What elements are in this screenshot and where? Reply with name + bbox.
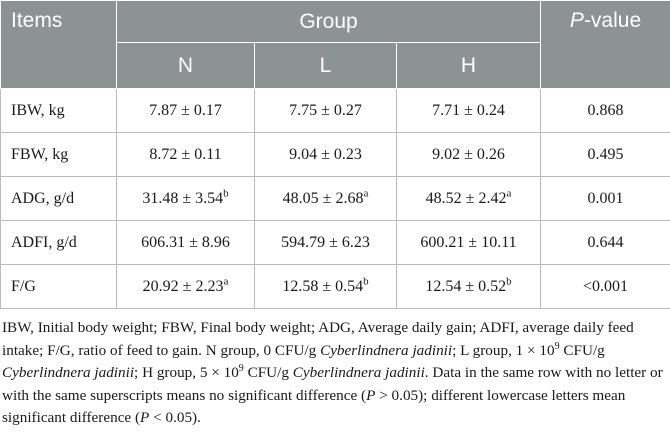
row-label: ADFI, g/d (0, 220, 117, 265)
row-pvalue: 0.868 (540, 88, 670, 133)
cell-superscript: a (223, 275, 229, 288)
row-label: IBW, kg (0, 88, 117, 133)
footnote-p: P (366, 386, 376, 404)
cell-value: 7.75 ± 0.27 (289, 101, 362, 119)
row-label: F/G (0, 264, 117, 309)
cell-value: 20.92 ± 2.23 (142, 277, 224, 295)
footnote-text-5: CFU/g (243, 364, 293, 381)
table-cell: 594.79 ± 6.23 (254, 220, 397, 265)
cell-value: 9.02 ± 0.26 (432, 145, 505, 163)
cell-value: 594.79 ± 6.23 (281, 233, 370, 251)
subheader-row: N L H (1, 42, 670, 89)
footnote-species: Cyberlindnera jadinii (320, 341, 453, 359)
header-pvalue: P-value (540, 0, 670, 89)
table-cell: 8.72 ± 0.11 (116, 132, 255, 177)
table-cell: 606.31 ± 8.96 (116, 220, 255, 265)
cell-superscript: b (223, 187, 229, 200)
row-pvalue: 0.644 (540, 220, 670, 265)
cell-value: 7.71 ± 0.24 (432, 101, 505, 119)
table-row: IBW, kg 7.87 ± 0.17 7.75 ± 0.27 7.71 ± 0.24… (0, 88, 670, 133)
cell-value: 31.48 ± 3.54 (142, 189, 224, 207)
table-cell: 48.05 ± 2.68a (254, 176, 397, 221)
table-cell: 12.54 ± 0.52b (395, 264, 542, 309)
footnote-p: P (140, 409, 150, 426)
header-group-n: N (116, 42, 255, 89)
cell-superscript: b (363, 275, 369, 288)
header-items: Items (0, 0, 117, 89)
table-row: ADG, g/d 31.48 ± 3.54b 48.05 ± 2.68a 48.52 … (0, 176, 670, 221)
footnote-species: Cyberlindnera jadinii (292, 364, 425, 381)
table-body: IBW, kg 7.87 ± 0.17 7.75 ± 0.27 7.71 ± 0.24… (0, 88, 670, 309)
table-cell: 20.92 ± 2.23a (116, 264, 255, 309)
table-cell: 7.87 ± 0.17 (116, 88, 255, 133)
table-cell: 9.02 ± 0.26 (395, 132, 542, 177)
cell-value: 8.72 ± 0.11 (149, 145, 222, 163)
row-label: FBW, kg (0, 132, 117, 177)
footnote-text-2: ; L group, 1 × 10 (452, 341, 555, 359)
table-cell: 12.58 ± 0.54b (254, 264, 397, 309)
cell-superscript: b (506, 275, 512, 288)
cell-value: 7.87 ± 0.17 (149, 101, 222, 119)
table-cell: 31.48 ± 3.54b (116, 176, 255, 221)
footnote-species: Cyberlindnera jadinii (2, 364, 135, 381)
table-row: F/G 20.92 ± 2.23a 12.58 ± 0.54b 12.54 ± 0.5… (0, 264, 670, 309)
header-group: Group (115, 0, 542, 43)
table-cell: 7.71 ± 0.24 (395, 88, 542, 133)
row-label: ADG, g/d (0, 176, 117, 221)
cell-value: 600.21 ± 10.11 (420, 233, 517, 251)
cell-superscript: a (506, 187, 512, 200)
footnote-text-4: ; H group, 5 × 10 (134, 364, 239, 381)
table-row: ADFI, g/d 606.31 ± 8.96 594.79 ± 6.23 600.2… (0, 220, 670, 265)
cell-value: 12.54 ± 0.52 (425, 277, 507, 295)
cell-superscript: a (363, 187, 369, 200)
table-footnote: IBW, Initial body weight; FBW, Final bod… (2, 317, 666, 430)
cell-value: 12.58 ± 0.54 (282, 277, 364, 295)
header-pvalue-p: P (569, 9, 584, 32)
header-row: Items Group P-value (0, 0, 670, 89)
cell-value: 48.52 ± 2.42 (425, 189, 507, 207)
cell-value: 9.04 ± 0.23 (289, 145, 362, 163)
table-row: FBW, kg 8.72 ± 0.11 9.04 ± 0.23 9.02 ± 0.26… (0, 132, 670, 177)
footnote-text-6: . Data in the same row with no letter or… (2, 364, 663, 404)
table-cell: 48.52 ± 2.42a (395, 176, 542, 221)
footnote-text-1: IBW, Initial body weight; FBW, Final bod… (2, 319, 634, 359)
table-cell: 9.04 ± 0.23 (254, 132, 397, 177)
footnote-exponent-h: 9 (238, 362, 244, 374)
cell-value: 606.31 ± 8.96 (141, 233, 230, 251)
row-pvalue: 0.001 (540, 176, 670, 221)
footnote-text-7: > 0.05); different lowercase letters mea… (2, 386, 626, 427)
table-cell: 7.75 ± 0.27 (254, 88, 397, 133)
results-table: Items Group P-value N L H IBW, kg 7.87 ± … (0, 0, 670, 309)
table-cell: 600.21 ± 10.11 (395, 220, 542, 265)
header-pvalue-rest: -value (583, 9, 642, 32)
cell-value: 48.05 ± 2.68 (282, 189, 364, 207)
footnote-exponent-l: 9 (554, 340, 560, 352)
row-pvalue: <0.001 (540, 264, 670, 309)
header-group-h: H (395, 42, 542, 89)
header-group-l: L (254, 42, 397, 89)
footnote-text-3: CFU/g (559, 341, 605, 359)
row-pvalue: 0.495 (540, 132, 670, 177)
footnote-text-8: < 0.05). (149, 409, 201, 426)
